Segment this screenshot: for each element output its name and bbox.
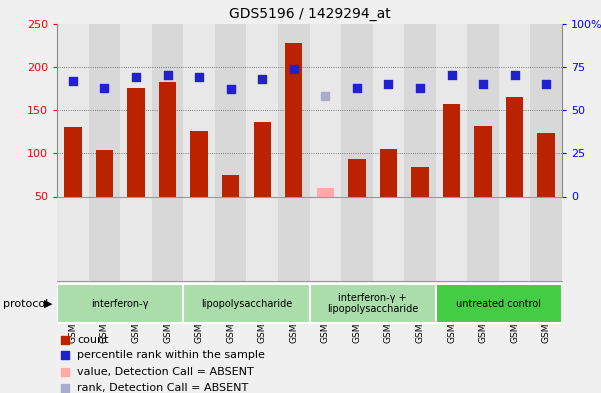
Bar — [436, 196, 468, 281]
Bar — [531, 24, 562, 196]
Point — [257, 76, 267, 82]
Bar — [246, 196, 278, 281]
Bar — [341, 196, 373, 281]
Point — [478, 81, 488, 87]
Bar — [222, 175, 239, 196]
Bar — [436, 24, 468, 196]
Bar — [64, 127, 82, 196]
Bar — [183, 196, 215, 281]
Bar — [474, 127, 492, 196]
Bar — [89, 196, 120, 281]
Bar — [57, 24, 89, 196]
Bar — [254, 122, 271, 196]
Text: interferon-γ: interferon-γ — [91, 299, 149, 309]
Point — [194, 74, 204, 80]
Text: untreated control: untreated control — [456, 299, 542, 309]
Bar — [120, 24, 151, 196]
Point — [226, 86, 236, 92]
FancyBboxPatch shape — [183, 284, 310, 323]
Text: value, Detection Call = ABSENT: value, Detection Call = ABSENT — [78, 367, 254, 376]
Bar — [278, 196, 310, 281]
Bar — [191, 131, 208, 196]
Bar — [341, 24, 373, 196]
Point — [320, 93, 330, 99]
Bar — [404, 196, 436, 281]
FancyBboxPatch shape — [57, 284, 183, 323]
Bar — [380, 149, 397, 196]
Bar — [151, 24, 183, 196]
Point — [163, 72, 172, 79]
Text: percentile rank within the sample: percentile rank within the sample — [78, 351, 265, 360]
Text: protocol: protocol — [3, 299, 48, 309]
Bar — [215, 196, 246, 281]
Bar — [499, 24, 531, 196]
Bar — [373, 196, 404, 281]
Bar — [215, 24, 246, 196]
Text: rank, Detection Call = ABSENT: rank, Detection Call = ABSENT — [78, 383, 249, 393]
Title: GDS5196 / 1429294_at: GDS5196 / 1429294_at — [228, 7, 391, 21]
Bar — [506, 97, 523, 196]
Bar — [468, 196, 499, 281]
Bar — [317, 188, 334, 196]
Bar — [348, 159, 365, 196]
FancyBboxPatch shape — [310, 284, 436, 323]
Point — [68, 77, 78, 84]
Bar — [151, 196, 183, 281]
Bar — [159, 81, 176, 196]
Point — [415, 84, 425, 91]
Bar — [96, 150, 113, 196]
Point — [510, 72, 519, 79]
Bar — [531, 196, 562, 281]
Text: count: count — [78, 335, 109, 345]
Bar — [411, 167, 429, 196]
FancyBboxPatch shape — [436, 284, 562, 323]
Bar — [246, 24, 278, 196]
Bar — [468, 24, 499, 196]
Bar — [278, 24, 310, 196]
Bar — [443, 104, 460, 196]
Bar — [310, 196, 341, 281]
Point — [60, 369, 70, 375]
Point — [131, 74, 141, 80]
Point — [289, 65, 299, 72]
Bar — [120, 196, 151, 281]
Text: interferon-γ +
lipopolysaccharide: interferon-γ + lipopolysaccharide — [327, 293, 418, 314]
Bar — [310, 24, 341, 196]
Bar — [499, 196, 531, 281]
Point — [100, 84, 109, 91]
Text: ▶: ▶ — [44, 299, 52, 309]
Bar — [285, 42, 302, 196]
Bar — [373, 24, 404, 196]
Bar — [57, 196, 89, 281]
Bar — [183, 24, 215, 196]
Text: lipopolysaccharide: lipopolysaccharide — [201, 299, 292, 309]
Bar — [127, 88, 145, 196]
Point — [447, 72, 456, 79]
Point — [542, 81, 551, 87]
Point — [60, 385, 70, 391]
Bar — [404, 24, 436, 196]
Point — [352, 84, 362, 91]
Bar — [89, 24, 120, 196]
Point — [383, 81, 393, 87]
Point — [60, 352, 70, 358]
Point — [60, 337, 70, 343]
Bar — [537, 133, 555, 196]
